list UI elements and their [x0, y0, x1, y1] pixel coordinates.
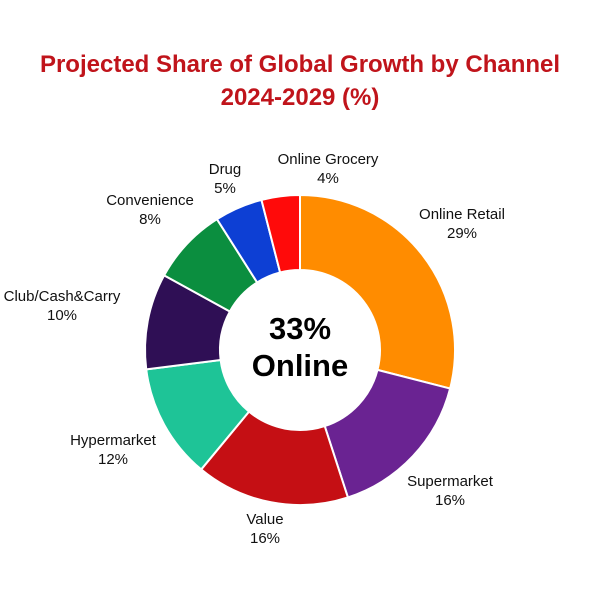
slice-label-name: Convenience: [106, 192, 194, 209]
chart-title-line-2: 2024-2029 (%): [220, 84, 380, 111]
slice-label-name: Drug: [209, 161, 242, 178]
slice-label-value: 16%: [435, 492, 465, 509]
chart-title-line-1: Projected Share of Global Growth by Chan…: [39, 51, 561, 78]
slice-label-value: 10%: [47, 307, 77, 324]
slice-labels: Online Retail 29% Supermarket 16% Value 16% Hy…: [4, 151, 505, 547]
center-caption: Online: [252, 348, 348, 383]
slice-value: [199, 410, 350, 506]
slice-supermarket: [323, 368, 452, 499]
slice-label-name: Club/Cash&Carry: [4, 288, 121, 305]
slice-label-name: Value: [246, 511, 283, 528]
slice-label-name: Online Retail: [419, 206, 505, 223]
center-percent: 33%: [269, 311, 331, 346]
slice-label-value: 8%: [139, 211, 161, 228]
slice-label-value: 29%: [447, 225, 477, 242]
slice-label-value: 5%: [214, 180, 236, 197]
slice-label-value: 4%: [317, 170, 339, 187]
slice-label-name: Supermarket: [407, 473, 494, 490]
slice-label-name: Online Grocery: [278, 151, 379, 168]
chart-title: Projected Share of Global Growth by Chan…: [0, 48, 600, 114]
slice-label-value: 12%: [98, 451, 128, 468]
donut-slices: [144, 193, 456, 506]
slice-online-grocery: [260, 193, 301, 274]
slice-online-retail: [299, 193, 456, 390]
donut-hole: [221, 271, 379, 429]
slice-label-value: 16%: [250, 530, 280, 547]
slice-label-name: Hypermarket: [70, 432, 157, 449]
